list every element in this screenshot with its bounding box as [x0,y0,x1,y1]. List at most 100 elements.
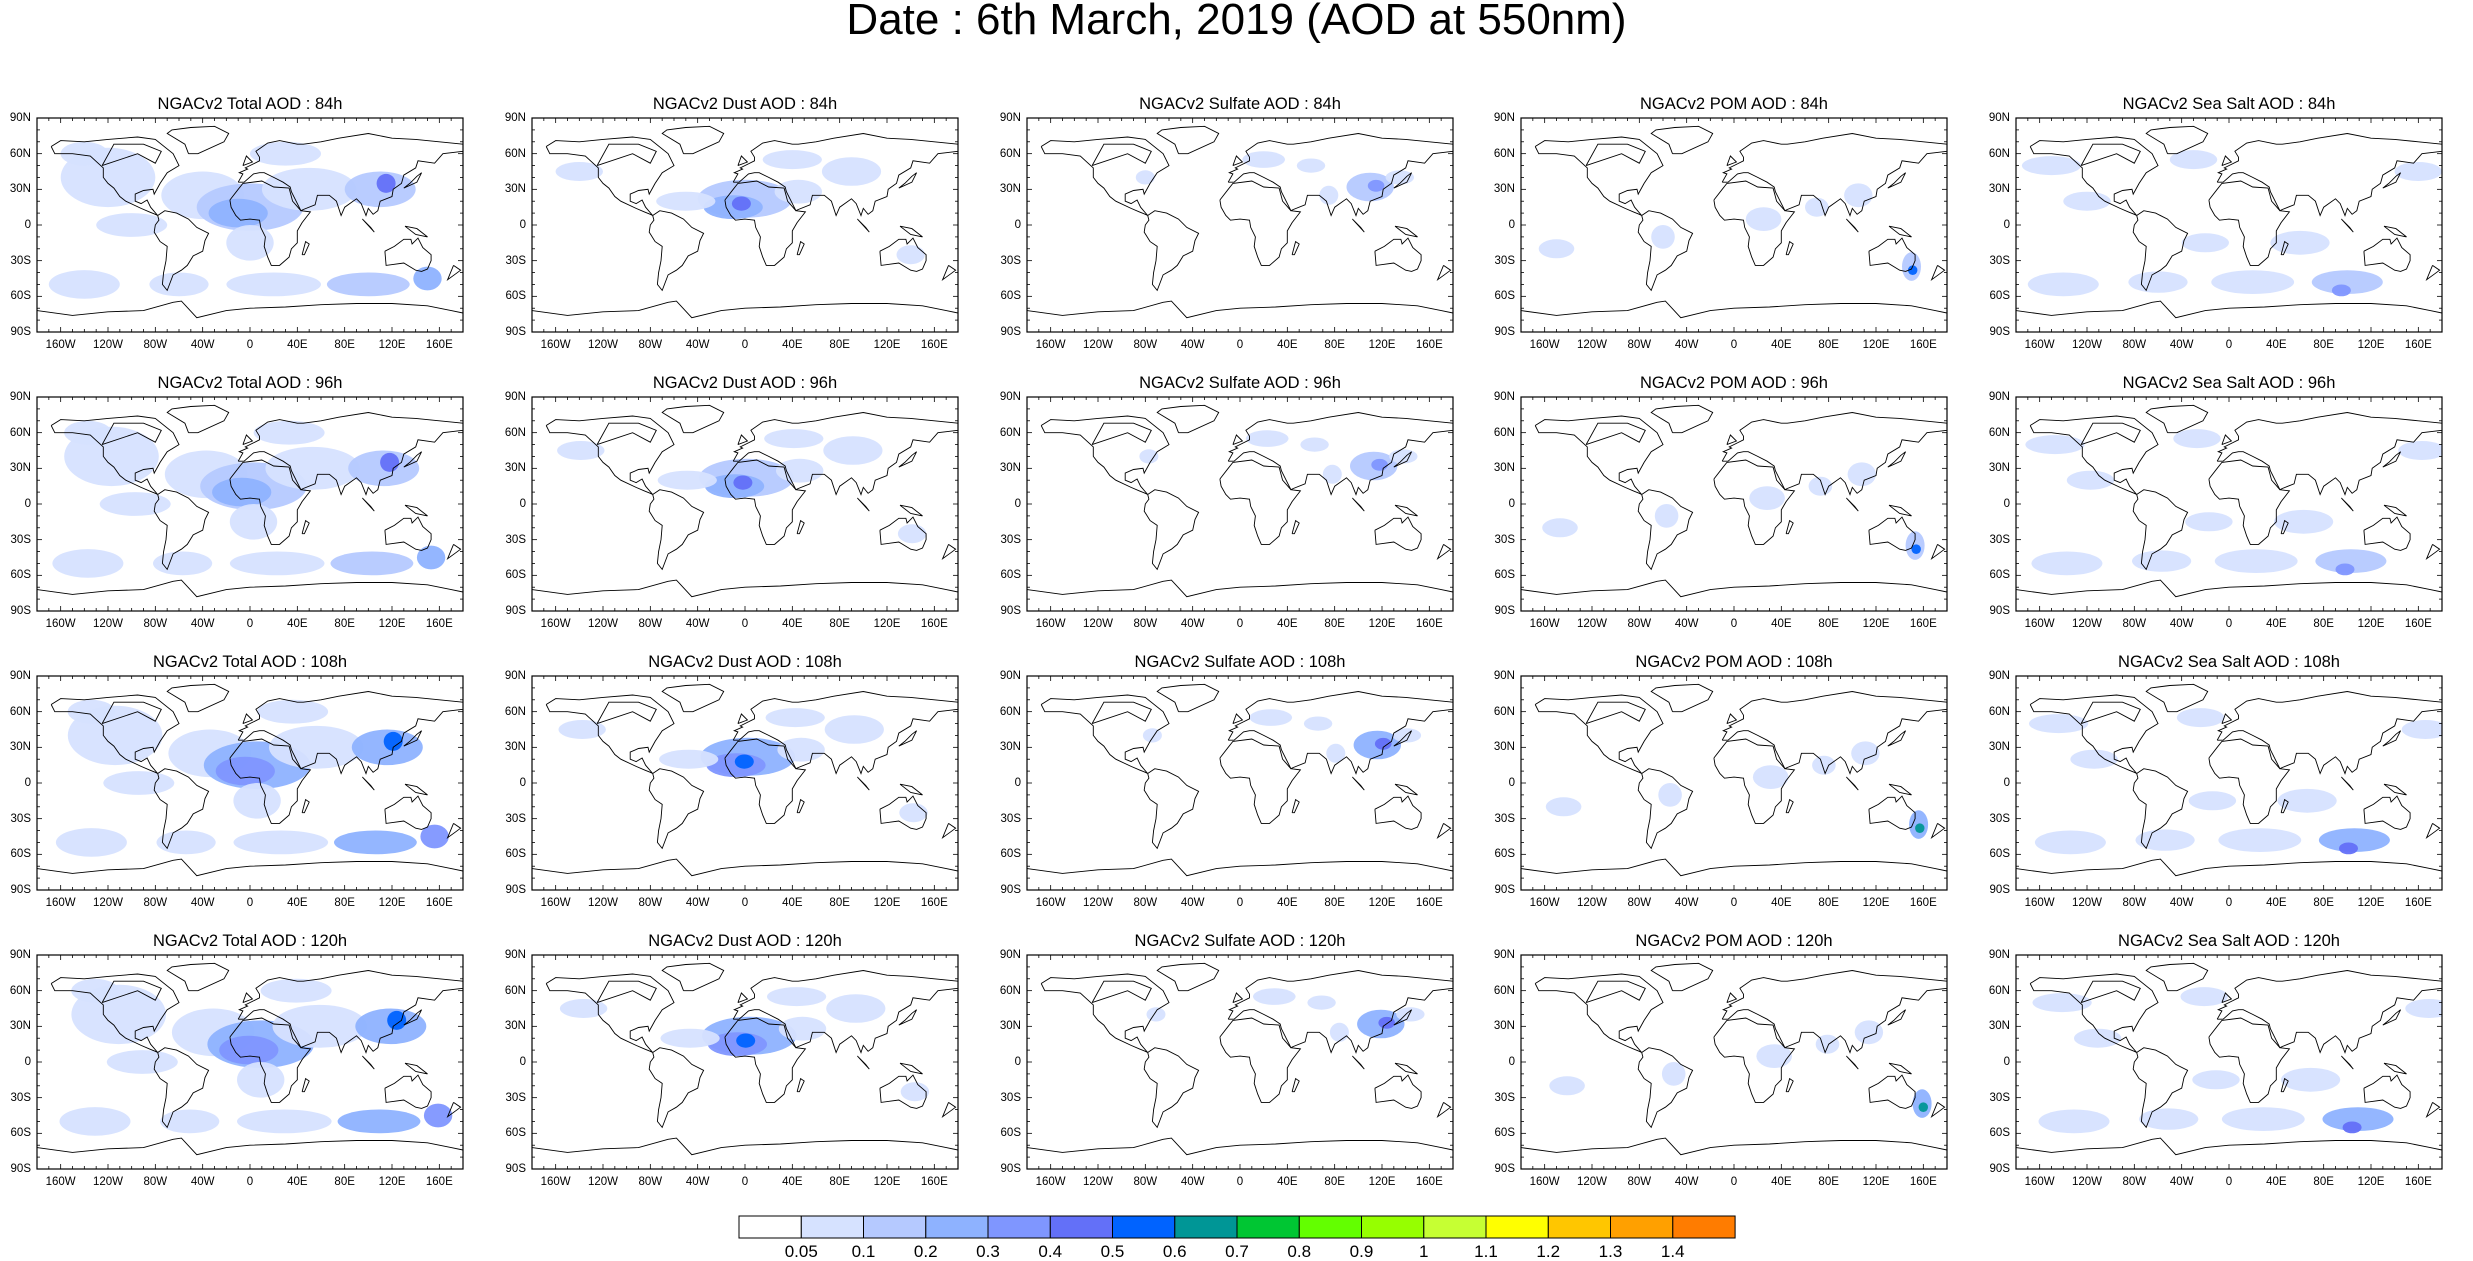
longitude-label: 80W [1133,339,1158,351]
colorbar-label: 1.3 [1598,1242,1623,1261]
aerosol-patch [1371,458,1388,471]
latitude-label: 90N [9,670,31,682]
longitude-label: 40E [1277,339,1298,351]
coastline [384,1074,432,1109]
aerosol-patch [660,1028,720,1048]
aerosol-patch [2398,441,2442,460]
longitude-label: 160E [425,1176,453,1188]
coastline [242,992,254,1004]
latitude-label: 60S [1494,1127,1515,1140]
latitude-label: 90S [505,605,526,617]
coastline [2208,180,2291,266]
longitude-label: 160W [1529,1176,1560,1188]
latitude-label: 60N [504,705,526,718]
coastline [2382,451,2402,468]
latitude-label: 90S [1989,884,2010,896]
coastline [648,768,705,850]
latitude-label: 30S [1989,812,2010,825]
longitude-label: 120E [1368,339,1396,351]
latitude-label: 0 [24,777,31,789]
aerosol-patch [2342,1121,2362,1134]
aerosol-patch [656,191,716,211]
longitude-label: 80E [829,618,850,630]
longitude-label: 160E [2404,897,2432,909]
coastline [229,1017,312,1103]
aerosol-patch [1396,1007,1425,1022]
coastline [545,136,675,216]
aerosol-patch [67,699,116,724]
coastline [2145,962,2209,992]
longitude-label: 80W [638,1176,663,1188]
longitude-label: 80W [1133,1176,1158,1188]
aerosol-patch [413,266,442,291]
longitude-label: 40W [190,1176,215,1188]
aerosol-patch [1658,783,1682,807]
longitude-label: 120W [2071,1176,2103,1188]
latitude-label: 90N [1493,670,1515,682]
latitude-label: 90N [9,949,31,961]
longitude-label: 80W [1133,897,1158,909]
aerosol-patch [1139,449,1159,464]
latitude-label: 90N [999,949,1021,961]
latitude-label: 60N [1988,147,2010,160]
longitude-label: 160W [45,618,76,630]
aerosol-patch [237,1109,332,1134]
latitude-label: 60S [1000,1127,1021,1140]
latitude-label: 60N [999,984,1021,997]
longitude-label: 120E [2357,897,2385,909]
coastline [2425,1102,2441,1118]
coastline [1232,434,1244,446]
coastline [2145,125,2209,155]
coastline [732,970,958,1054]
coastline [1352,1055,1365,1070]
longitude-label: 80E [1818,897,1839,909]
aerosol-patch [734,754,754,769]
coastline [1713,1017,1796,1103]
coastline [1091,980,1152,1004]
aerosol-patch [261,167,357,211]
longitude-label: 120E [873,339,901,351]
coastline [732,691,958,775]
world-map [1026,675,1454,891]
longitude-label: 80E [1324,897,1345,909]
longitude-label: 80W [1133,618,1158,630]
longitude-label: 160W [1529,618,1560,630]
coastline [737,713,749,725]
latitude-label: 30N [1988,462,2010,475]
aerosol-patch [657,470,717,490]
aerosol-patch [260,978,332,1003]
longitude-label: 40E [1277,897,1298,909]
coastline [1143,489,1200,571]
aerosol-patch [1392,728,1422,743]
longitude-label: 80W [638,339,663,351]
coastline [596,143,657,167]
panel-title: NGACv2 Sea Salt AOD : 96h [2122,374,2336,392]
longitude-label: 160W [45,339,76,351]
latitude-label: 60N [1493,147,1515,160]
longitude-label: 40W [190,339,215,351]
coastline [1374,516,1422,551]
panel-title: NGACv2 Sea Salt AOD : 120h [2118,932,2340,950]
longitude-label: 0 [1730,897,1738,909]
longitude-label: 160W [2024,897,2055,909]
coastline [242,155,254,167]
coastline [1436,544,1452,560]
longitude-label: 160W [1035,897,1066,909]
colorbar-swatch [1174,1215,1238,1239]
coastline [2145,683,2209,713]
latitude-label: 60S [1494,848,1515,861]
longitude-label: 120W [1576,339,1608,351]
aerosol-patch [96,213,168,237]
coastline [899,1062,923,1075]
latitude-label: 30S [1000,533,1021,546]
aerosol-patch [1847,462,1876,487]
latitude-label: 60N [504,147,526,160]
coastline [166,125,230,155]
panel-title: NGACv2 POM AOD : 84h [1640,95,1828,113]
latitude-label: 30S [1494,812,1515,825]
aerosol-patch [2031,551,2103,576]
longitude-label: 120W [1082,618,1114,630]
aerosol-patch [153,551,213,576]
coastline [2221,713,2233,725]
longitude-label: 160W [1035,1176,1066,1188]
